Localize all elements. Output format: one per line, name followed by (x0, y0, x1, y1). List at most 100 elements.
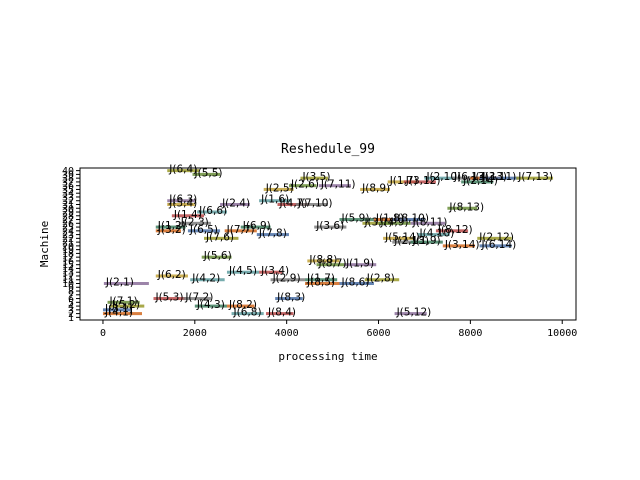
y-tick-label: 12 (62, 271, 74, 282)
gantt-bar (155, 225, 186, 229)
y-tick-label: 22 (62, 234, 74, 245)
gantt-bar (194, 304, 227, 308)
y-tick-label: 18 (62, 249, 74, 260)
x-tick-label: 2000 (183, 328, 207, 339)
gantt-bar (263, 187, 294, 191)
y-tick-label: 38 (62, 174, 74, 185)
y-axis: 1234567891011121314151617181920212223242… (62, 166, 80, 324)
gantt-bar-label: J(2,13) (393, 235, 429, 247)
gantt-bar-label: J(6,4) (168, 164, 197, 176)
x-axis-label: processing time (278, 350, 377, 363)
gantt-bar (270, 278, 306, 282)
gantt-bar-label: J(5,9) (340, 213, 369, 225)
y-tick-label: 13 (62, 268, 74, 279)
gantt-bar (307, 259, 340, 263)
gantt-bar-label: J(3,14) (444, 239, 480, 251)
gantt-bar-label: J(8,13) (448, 201, 484, 213)
y-tick-label: 20 (62, 241, 74, 252)
y-tick-label: 33 (62, 192, 74, 203)
y-tick-label: 17 (62, 253, 74, 264)
gantt-bar-label: J(2,1) (105, 277, 134, 289)
gantt-bar (102, 308, 132, 312)
chart-title: Reshedule_99 (281, 142, 375, 157)
gantt-bar (288, 184, 317, 188)
gantt-bar-label: J(4,3) (196, 299, 225, 311)
gantt-bar (259, 199, 292, 203)
gantt-bar (197, 210, 227, 214)
gantt-bar (224, 229, 257, 233)
gantt-bar (403, 180, 436, 184)
gantt-bar-label: J(8,10) (393, 213, 429, 225)
gantt-bar-label: J(3,2) (157, 224, 186, 236)
gantt-bar (240, 225, 271, 229)
gantt-bar-label: J(1,7) (306, 273, 335, 285)
gantt-bar-label: J(2,9) (272, 273, 301, 285)
gantt-bar (410, 221, 446, 225)
gantt-bar-label: J(5,12) (396, 307, 432, 319)
y-tick-label: 36 (62, 181, 74, 192)
y-tick-label: 21 (62, 238, 74, 249)
y-tick-label: 15 (62, 260, 74, 271)
gantt-bar-label: J(6,9) (242, 220, 271, 232)
gantt-bar (107, 300, 140, 304)
gantt-bar-label: J(7,8) (258, 228, 287, 240)
gantt-bar-label: J(8,4) (267, 307, 296, 319)
gantt-bar-label: J(8,3) (276, 292, 305, 304)
gantt-bar-label: J(1,4) (173, 209, 202, 221)
y-tick-label: 6 (68, 294, 74, 305)
gantt-bar-label: J(7,10) (297, 197, 333, 209)
gantt-bar-label: J(6,6) (198, 205, 227, 217)
gantt-bar-label: J(6,14) (481, 239, 517, 251)
gantt-bar-label: J(7,6) (205, 231, 234, 243)
gantt-bar (201, 255, 232, 259)
gantt-bar (314, 225, 347, 229)
y-tick-label: 7 (68, 290, 74, 301)
gantt-bar (339, 218, 374, 222)
x-tick-label: 4000 (275, 328, 299, 339)
gantt-bar (220, 202, 250, 206)
gantt-bar (167, 169, 200, 173)
gantt-bar (344, 263, 377, 267)
gantt-bar (305, 282, 340, 286)
gantt-bar (392, 218, 425, 222)
gantt-bar-label: J(4,2) (191, 273, 220, 285)
gantt-bar-label: J(5,5) (194, 167, 223, 179)
gantt-bar (256, 233, 289, 237)
y-tick-label: 31 (62, 200, 74, 211)
gantt-bar-label: J(6,3) (168, 194, 197, 206)
gantt-bar (394, 312, 427, 316)
gantt-bar-label: J(3,7) (363, 216, 392, 228)
gantt-bar-label: J(4,13) (471, 171, 507, 183)
gantt-bar (479, 176, 519, 180)
y-tick-label: 26 (62, 219, 74, 230)
gantt-bar (259, 270, 283, 274)
gantt-bar-label: J(5,14) (384, 231, 420, 243)
gantt-bar (373, 218, 407, 222)
gantt-bar-label: J(1,2) (157, 220, 186, 232)
gantt-bar-label: J(2,5) (265, 182, 294, 194)
gantt-bar-label: J(2,12) (478, 231, 514, 243)
gantt-bar (477, 236, 512, 240)
gantt-bar (479, 244, 512, 248)
gantt-bar (316, 263, 347, 267)
gantt-bar-label: J(3,5) (301, 171, 330, 183)
y-tick-label: 39 (62, 170, 74, 181)
gantt-bar (447, 206, 478, 210)
plot-area: J(4,1)J(3,1)J(5,2)J(7,1) J(2,1) J(6,2) J(4,… (79, 164, 577, 321)
gantt-bar-label: J(4,7) (278, 197, 307, 209)
gantt-bar (155, 229, 182, 233)
gantt-bar (109, 304, 145, 308)
gantt-bar-label: J(4,10) (419, 228, 455, 240)
y-tick-label: 28 (62, 211, 74, 222)
gantt-bar-label: J(3,1) (104, 303, 133, 315)
y-tick-label: 29 (62, 208, 74, 219)
y-tick-label: 40 (62, 166, 74, 177)
x-tick-label: 6000 (366, 328, 390, 339)
gantt-bar-label: J(5,2) (111, 299, 140, 311)
gantt-bar (392, 240, 425, 244)
y-tick-label: 24 (62, 226, 74, 237)
plot-frame (79, 167, 577, 321)
gantt-bar-label: J(2,4) (221, 197, 250, 209)
gantt-bar (155, 274, 188, 278)
gantt-bar (387, 180, 418, 184)
